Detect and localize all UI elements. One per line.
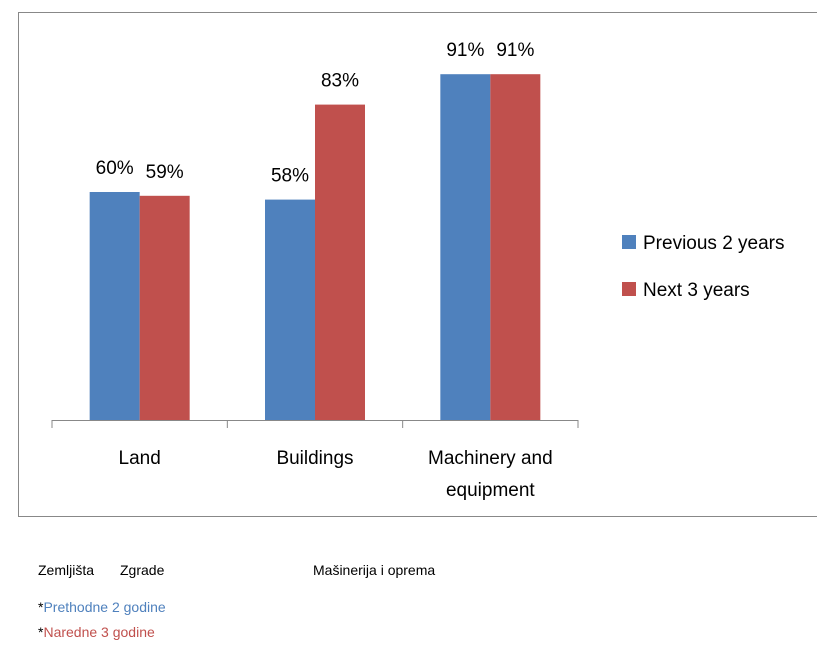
- bar: [490, 74, 541, 420]
- note-text: Prethodne 2 godine: [43, 599, 166, 615]
- legend-label: Next 3 years: [643, 280, 750, 301]
- series-note: *Prethodne 2 godine: [38, 599, 166, 615]
- note-marker: *: [38, 624, 44, 640]
- data-label: 59%: [146, 162, 184, 183]
- bar: [89, 192, 140, 420]
- data-label: 58%: [271, 166, 309, 187]
- bar: [440, 74, 491, 420]
- category-notes: Zemljišta Zgrade Mašinerija i oprema: [38, 562, 738, 582]
- legend-swatch: [622, 235, 636, 249]
- bar: [139, 195, 190, 420]
- legend-label: Previous 2 years: [643, 233, 785, 254]
- note-marker: *: [38, 599, 44, 615]
- series-note: *Naredne 3 godine: [38, 624, 155, 640]
- chart-border: [18, 12, 817, 517]
- chart: 60% 58% 91% 59% 83% 91% Land Buildings Machinery…: [18, 12, 817, 517]
- bar: [265, 199, 315, 420]
- data-label: 91%: [446, 40, 484, 61]
- note-text: Naredne 3 godine: [43, 624, 155, 640]
- note-category: Mašinerija i oprema: [313, 562, 436, 578]
- note-category: Zgrade: [120, 562, 165, 578]
- data-label: 83%: [321, 71, 359, 92]
- note-category: Zemljišta: [38, 562, 95, 578]
- x-tick-label: Machinery and equipment: [428, 448, 553, 501]
- legend-swatch: [622, 282, 636, 296]
- bar: [315, 104, 365, 420]
- x-tick-label: Land: [119, 448, 161, 469]
- x-tick-label-line: equipment: [446, 480, 535, 501]
- data-label: 60%: [96, 158, 134, 179]
- x-tick-label-line: Machinery and: [428, 448, 553, 469]
- data-label: 91%: [496, 40, 534, 61]
- x-tick-label: Buildings: [276, 448, 353, 469]
